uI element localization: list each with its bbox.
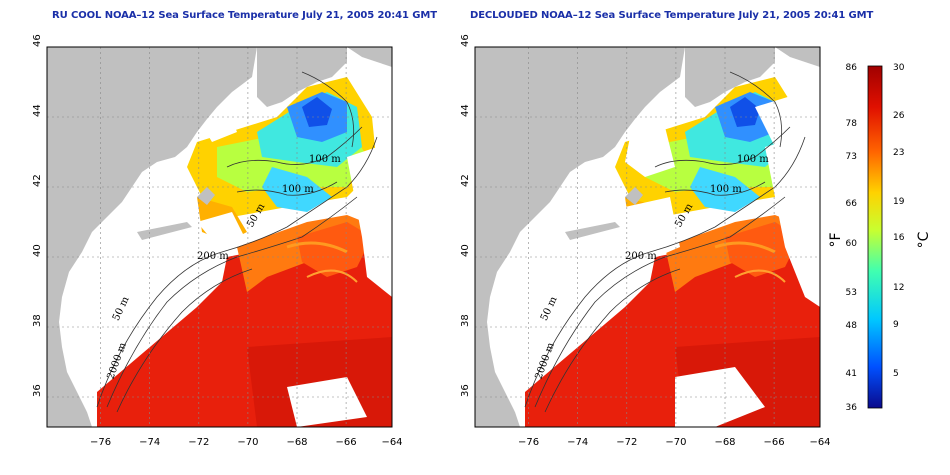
lat-tick: 46 bbox=[460, 34, 471, 47]
left-map-panel: 100 m 100 m 50 m 200 m 50 m 2000 m 46 44… bbox=[32, 34, 403, 448]
celsius-tick: 30 bbox=[893, 63, 905, 73]
celsius-tick: 5 bbox=[893, 369, 899, 379]
lon-tick: −68 bbox=[286, 437, 307, 448]
lon-tick: −72 bbox=[188, 437, 209, 448]
celsius-tick: 23 bbox=[893, 148, 904, 158]
lon-tick: −64 bbox=[381, 437, 402, 448]
lat-tick: 42 bbox=[32, 174, 43, 187]
right-contour-label: 100 m bbox=[737, 154, 769, 165]
lat-tick: 38 bbox=[32, 314, 43, 327]
celsius-unit-label: °C bbox=[916, 231, 932, 248]
fahrenheit-tick: 53 bbox=[846, 288, 857, 298]
lon-tick: −64 bbox=[809, 437, 830, 448]
lat-tick: 40 bbox=[460, 244, 471, 257]
left-lon-ticks: −76 −74 −72 −70 −68 −66 −64 bbox=[90, 437, 403, 448]
left-contour-label: 100 m bbox=[309, 154, 341, 165]
right-masked-area bbox=[765, 132, 820, 307]
lon-tick: −74 bbox=[567, 437, 588, 448]
fahrenheit-tick: 66 bbox=[846, 199, 858, 209]
left-cloud-patch bbox=[347, 142, 392, 297]
lon-tick: −70 bbox=[665, 437, 686, 448]
fahrenheit-tick: 86 bbox=[846, 63, 858, 73]
lat-tick: 46 bbox=[32, 34, 43, 47]
lat-tick: 44 bbox=[32, 104, 43, 117]
celsius-tick: 12 bbox=[893, 283, 904, 293]
right-contour-label: 200 m bbox=[625, 251, 657, 262]
left-contour-label: 100 m bbox=[282, 184, 314, 195]
celsius-tick: 16 bbox=[893, 233, 905, 243]
lon-tick: −68 bbox=[714, 437, 735, 448]
left-panel-title: RU COOL NOAA–12 Sea Surface Temperature … bbox=[52, 10, 437, 21]
fahrenheit-tick: 41 bbox=[846, 369, 857, 379]
celsius-tick: 19 bbox=[893, 197, 905, 207]
right-map-panel: 100 m 100 m 50 m 200 m 50 m 2000 m 46 44… bbox=[460, 34, 831, 448]
fahrenheit-tick: 78 bbox=[846, 119, 858, 129]
right-lon-ticks: −76 −74 −72 −70 −68 −66 −64 bbox=[518, 437, 831, 448]
celsius-ticks: 30 26 23 19 16 12 9 5 bbox=[893, 63, 905, 379]
right-lat-ticks: 46 44 42 40 38 36 bbox=[460, 34, 471, 397]
fahrenheit-ticks: 86 78 73 66 60 53 48 41 36 bbox=[846, 63, 858, 413]
right-panel-title: DECLOUDED NOAA–12 Sea Surface Temperatur… bbox=[470, 10, 874, 21]
celsius-tick: 26 bbox=[893, 111, 905, 121]
lat-tick: 44 bbox=[460, 104, 471, 117]
fahrenheit-tick: 36 bbox=[846, 403, 858, 413]
lon-tick: −66 bbox=[764, 437, 785, 448]
temperature-colorbar: 86 78 73 66 60 53 48 41 36 30 26 23 19 1… bbox=[828, 63, 932, 413]
lon-tick: −76 bbox=[90, 437, 111, 448]
fahrenheit-tick: 48 bbox=[846, 321, 858, 331]
right-contour-label: 100 m bbox=[710, 184, 742, 195]
lat-tick: 36 bbox=[460, 384, 471, 397]
colorbar-gradient bbox=[867, 65, 883, 409]
left-lat-ticks: 46 44 42 40 38 36 bbox=[32, 34, 43, 397]
lat-tick: 42 bbox=[460, 174, 471, 187]
fahrenheit-tick: 60 bbox=[846, 239, 858, 249]
lon-tick: −74 bbox=[139, 437, 160, 448]
fahrenheit-unit-label: °F bbox=[828, 232, 844, 247]
lon-tick: −70 bbox=[237, 437, 258, 448]
lat-tick: 36 bbox=[32, 384, 43, 397]
celsius-tick: 9 bbox=[893, 320, 899, 330]
lon-tick: −76 bbox=[518, 437, 539, 448]
lon-tick: −66 bbox=[336, 437, 357, 448]
left-contour-label: 200 m bbox=[197, 251, 229, 262]
lon-tick: −72 bbox=[616, 437, 637, 448]
lat-tick: 40 bbox=[32, 244, 43, 257]
lat-tick: 38 bbox=[460, 314, 471, 327]
fahrenheit-tick: 73 bbox=[846, 152, 857, 162]
